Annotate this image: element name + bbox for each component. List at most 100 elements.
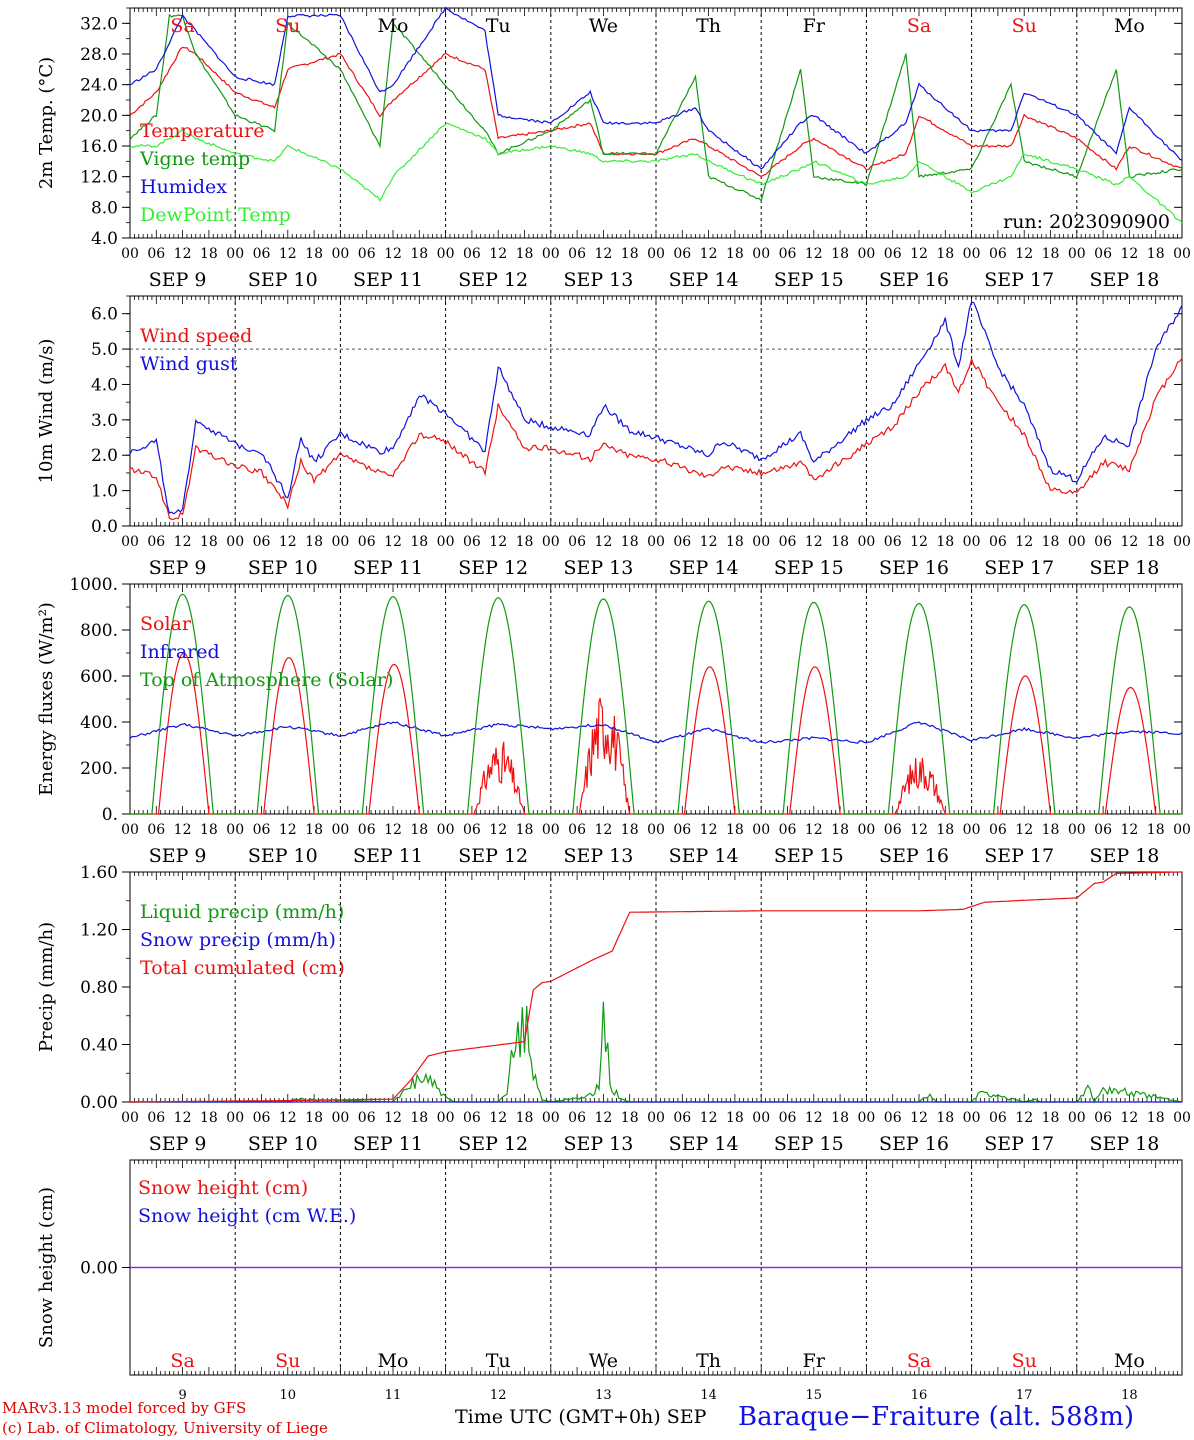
- y-tick-label: 1.20: [80, 921, 118, 941]
- series-line-wind-gust: [129, 301, 1183, 515]
- y-axis-label: Energy fluxes (W/m²): [36, 602, 57, 796]
- station-title: Baraque−Fraiture (alt. 588m): [738, 1402, 1135, 1432]
- series-line-humidex: [129, 6, 1183, 170]
- hour-tick-label: 06: [884, 534, 902, 550]
- hour-tick-label: 06: [358, 822, 376, 838]
- hour-tick-label: 06: [1094, 246, 1112, 262]
- hour-tick-label: 12: [1120, 822, 1138, 838]
- hour-tick-label: 18: [726, 246, 744, 262]
- hour-tick-label: 00: [437, 246, 455, 262]
- hour-tick-label: 18: [831, 822, 849, 838]
- y-tick-label: 6.0: [91, 305, 118, 325]
- weekday-label: Sa: [907, 1350, 931, 1372]
- y-tick-label: 200.: [80, 759, 118, 779]
- y-tick-label: 0.40: [80, 1036, 118, 1056]
- weekday-label: Su: [275, 15, 300, 37]
- hour-tick-label: 18: [936, 246, 954, 262]
- weekday-label: Mo: [1114, 1350, 1145, 1372]
- hour-tick-label: 06: [884, 1110, 902, 1126]
- hour-tick-label: 18: [1147, 534, 1165, 550]
- weekday-label: We: [589, 15, 618, 37]
- date-label: SEP 9: [149, 269, 207, 291]
- date-label: SEP 10: [248, 269, 318, 291]
- y-axis-label: 2m Temp. (°C): [36, 57, 57, 189]
- hour-tick-label: 12: [279, 246, 297, 262]
- weekday-label: Sa: [170, 15, 194, 37]
- date-label: 18: [1121, 1388, 1138, 1400]
- hour-tick-label: 06: [253, 822, 271, 838]
- panel-4: [122, 871, 1183, 1104]
- legend-entry: Total cumulated (cm): [140, 957, 345, 979]
- hour-tick-label: 00: [121, 246, 139, 262]
- hour-tick-label: 00: [647, 822, 665, 838]
- lab-credit: (c) Lab. of Climatology, University of L…: [2, 1419, 328, 1437]
- hour-tick-label: 12: [384, 822, 402, 838]
- y-tick-label: 3.0: [91, 411, 118, 431]
- hour-tick-label: 00: [1068, 246, 1086, 262]
- hour-tick-label: 00: [1068, 1110, 1086, 1126]
- weekday-label: Fr: [803, 15, 826, 37]
- hour-tick-label: 12: [279, 534, 297, 550]
- hour-tick-label: 06: [463, 1110, 481, 1126]
- hour-tick-label: 18: [1042, 246, 1060, 262]
- hour-tick-label: 00: [542, 534, 560, 550]
- hour-tick-label: 18: [726, 534, 744, 550]
- hour-tick-label: 18: [1042, 534, 1060, 550]
- panel-1: [122, 6, 1183, 239]
- y-tick-label: 4.0: [91, 229, 118, 249]
- date-label: SEP 11: [353, 269, 423, 291]
- y-tick-label: 0.80: [80, 978, 118, 998]
- hour-tick-label: 18: [726, 1110, 744, 1126]
- hour-tick-label: 18: [1147, 1110, 1165, 1126]
- y-axis-label: 10m Wind (m/s): [36, 339, 57, 484]
- weekday-label: Su: [1012, 1350, 1037, 1372]
- hour-tick-label: 12: [174, 246, 192, 262]
- y-tick-label: 4.0: [91, 375, 118, 395]
- date-label: SEP 9: [149, 557, 207, 579]
- hour-tick-label: 00: [752, 534, 770, 550]
- y-tick-label: 28.0: [80, 45, 118, 65]
- date-label: 9: [178, 1388, 186, 1400]
- y-tick-label: 16.0: [80, 137, 118, 157]
- legend-entry: Solar: [140, 613, 192, 635]
- hour-tick-label: 00: [121, 534, 139, 550]
- hour-tick-label: 06: [463, 246, 481, 262]
- date-label: SEP 15: [774, 269, 844, 291]
- legend-entry: Wind gust: [140, 353, 238, 375]
- hour-tick-label: 00: [226, 534, 244, 550]
- date-label: SEP 13: [563, 557, 633, 579]
- hour-tick-label: 18: [726, 822, 744, 838]
- hour-tick-label: 06: [673, 1110, 691, 1126]
- series-line-infrared: [129, 721, 1183, 744]
- date-label: SEP 14: [669, 557, 739, 579]
- hour-tick-label: 12: [805, 822, 823, 838]
- date-label: SEP 11: [353, 557, 423, 579]
- series-line-temperature: [129, 46, 1183, 178]
- hour-tick-label: 00: [647, 534, 665, 550]
- hour-tick-label: 12: [489, 534, 507, 550]
- hour-tick-label: 18: [1147, 246, 1165, 262]
- hour-tick-label: 18: [200, 1110, 218, 1126]
- date-label: SEP 10: [248, 557, 318, 579]
- date-label: SEP 12: [458, 269, 528, 291]
- hour-tick-label: 18: [305, 1110, 323, 1126]
- date-label: SEP 16: [879, 845, 949, 867]
- date-label: SEP 16: [879, 269, 949, 291]
- y-tick-label: 0.00: [80, 1259, 118, 1279]
- hour-tick-label: 18: [305, 822, 323, 838]
- x-axis-month: SEP: [666, 1406, 707, 1428]
- hour-tick-label: 18: [831, 534, 849, 550]
- hour-tick-label: 18: [621, 1110, 639, 1126]
- legend-entry: Snow height (cm W.E.): [138, 1205, 356, 1227]
- date-label: SEP 17: [984, 557, 1054, 579]
- date-label: 13: [595, 1388, 612, 1400]
- hour-tick-label: 18: [516, 822, 534, 838]
- hour-tick-label: 18: [410, 534, 428, 550]
- date-label: SEP 15: [774, 845, 844, 867]
- y-tick-label: 1000.: [69, 575, 118, 595]
- hour-tick-label: 06: [1094, 822, 1112, 838]
- panel-5: [122, 1159, 1183, 1376]
- hour-tick-label: 06: [673, 246, 691, 262]
- hour-tick-label: 00: [963, 246, 981, 262]
- x-axis-label: Time UTC (GMT+0h): [455, 1406, 661, 1428]
